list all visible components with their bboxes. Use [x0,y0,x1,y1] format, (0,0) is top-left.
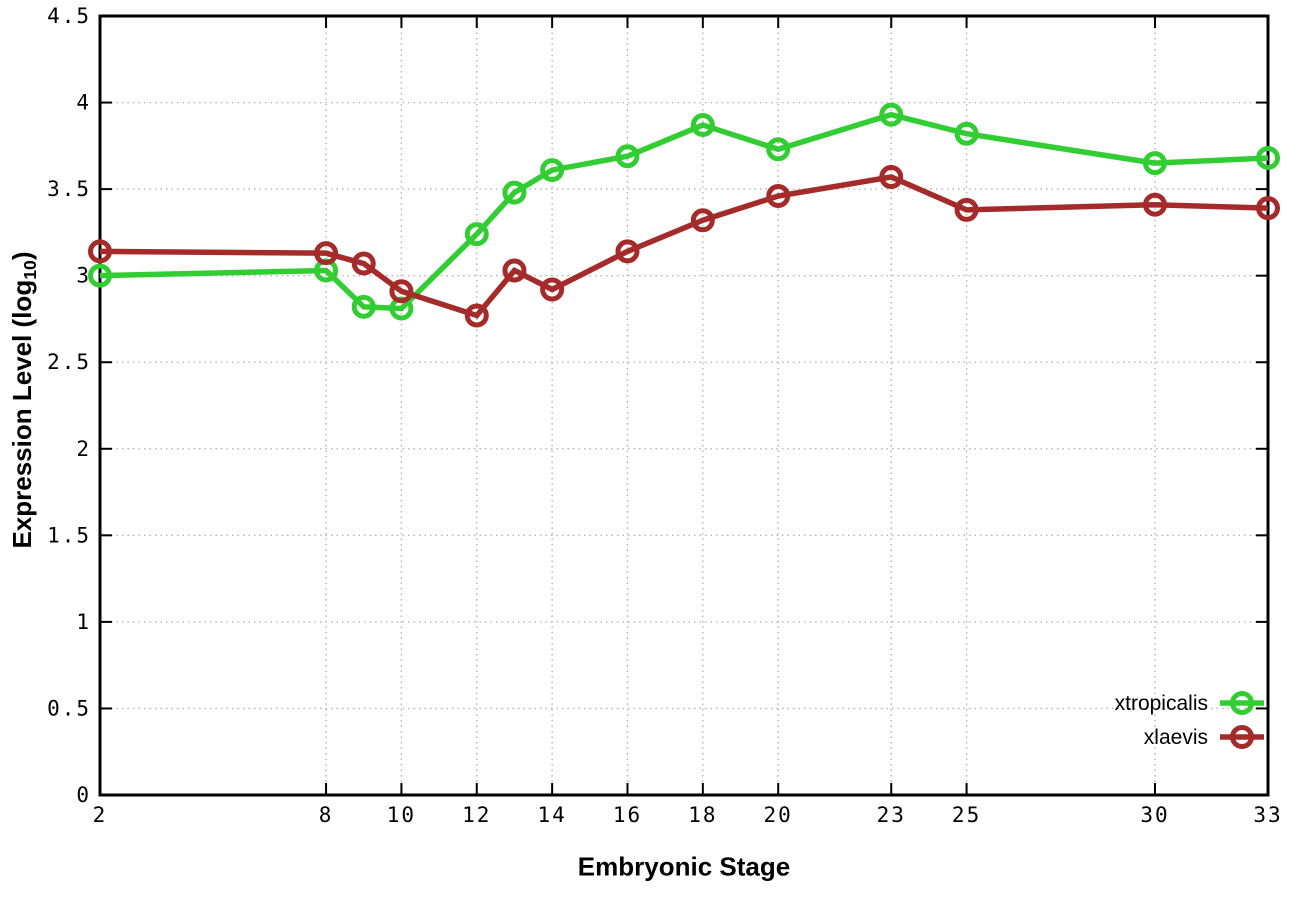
point-xlaevis-stage-12 [464,303,489,328]
y-tick-label-2.5: 2.5 [47,350,91,374]
x-tick-label-8: 8 [319,803,334,827]
x-tick-label-18: 18 [688,803,717,827]
point-xlaevis-stage-30 [1142,192,1167,217]
point-xtropicalis-stage-2 [88,263,112,288]
point-xtropicalis-stage-30 [1142,151,1167,176]
point-xtropicalis-stage-16 [615,144,640,169]
x-tick-label-2: 2 [93,803,108,827]
y-axis-title: Expression Level (log10) [7,251,41,548]
x-tick-label-10: 10 [387,803,416,827]
y-tick-label-3.5: 3.5 [47,177,91,201]
series-line-xlaevis [99,174,1269,319]
point-xtropicalis-stage-25 [954,121,979,146]
x-tick-label-23: 23 [877,803,906,827]
x-tick-label-33: 33 [1253,803,1282,827]
y-tick-label-4.5: 4.5 [47,4,91,28]
point-xtropicalis-stage-18 [690,113,715,138]
point-xtropicalis-stage-13 [502,180,527,205]
x-tick-label-25: 25 [952,803,981,827]
y-tick-label-1.5: 1.5 [47,523,91,547]
point-xlaevis-stage-16 [615,239,640,264]
y-tick-label-0.5: 0.5 [47,696,91,720]
point-xtropicalis-stage-33 [1256,145,1280,170]
y-tick-label-2: 2 [76,437,91,461]
legend-marker-xlaevis [1230,725,1254,749]
legend-label-xlaevis: xlaevis [1144,726,1208,749]
point-xlaevis-stage-25 [954,197,979,222]
point-xtropicalis-stage-14 [540,158,565,183]
y-tick-label-4: 4 [76,91,91,115]
legend-marker-xtropicalis [1230,691,1254,715]
y-tick-label-3: 3 [76,264,91,288]
point-xlaevis-stage-18 [690,208,715,233]
point-xtropicalis-stage-23 [879,102,904,127]
y-tick-label-1: 1 [76,610,91,634]
x-tick-label-16: 16 [613,803,642,827]
x-axis-title: Embryonic Stage [577,851,791,882]
point-xlaevis-stage-10 [389,279,414,304]
x-tick-label-30: 30 [1140,803,1169,827]
y-axis-title-text: Expression Level (log [7,279,38,549]
point-xlaevis-stage-2 [88,239,112,264]
series-line-xtropicalis [99,111,1269,312]
point-xlaevis-stage-23 [879,164,904,189]
y-tick-label-0: 0 [76,783,91,807]
point-xtropicalis-stage-12 [464,222,489,247]
point-xlaevis-stage-20 [766,184,791,209]
y-axis-title-close: ) [7,251,38,261]
y-axis-title-subscript: 10 [19,260,40,280]
point-xlaevis-stage-9 [351,251,376,276]
point-xlaevis-stage-13 [502,258,527,283]
x-tick-label-12: 12 [462,803,491,827]
point-xtropicalis-stage-20 [766,137,791,162]
point-xlaevis-stage-33 [1256,196,1280,221]
point-xtropicalis-stage-9 [351,294,376,319]
x-tick-label-14: 14 [537,803,566,827]
point-xlaevis-stage-14 [540,277,565,302]
plot-border [98,14,1270,797]
point-xlaevis-stage-8 [314,241,339,266]
legend-label-xtropicalis: xtropicalis [1115,692,1208,715]
x-tick-label-20: 20 [764,803,793,827]
